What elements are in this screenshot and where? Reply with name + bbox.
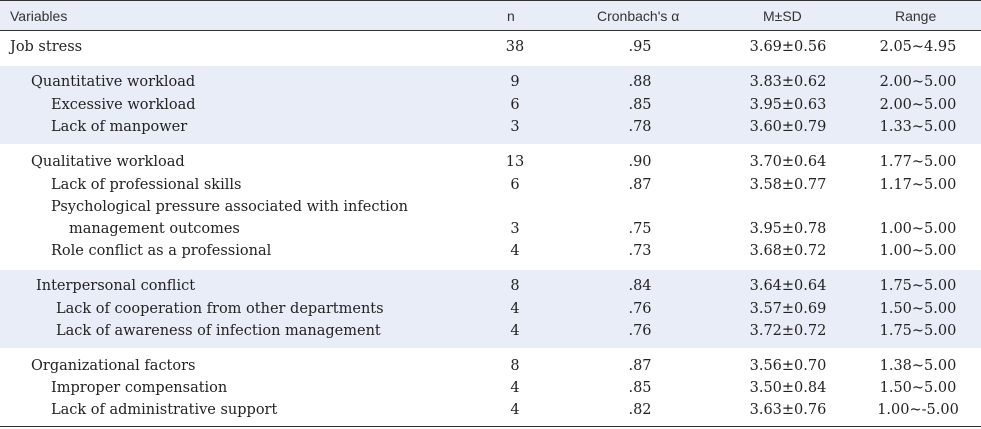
row-n: 4 <box>510 323 520 339</box>
row-msd: 3.83±0.62 <box>749 74 827 90</box>
row-label: Quantitative workload <box>31 74 196 90</box>
table-row: Improper compensation 4 .85 3.50±0.84 1.… <box>0 378 981 400</box>
row-n: 4 <box>510 243 520 259</box>
row-label: Interpersonal conflict <box>36 278 196 294</box>
row-alpha: .78 <box>628 119 652 135</box>
row-msd: 3.63±0.76 <box>749 402 827 418</box>
row-range: 1.75~5.00 <box>879 278 957 294</box>
row-msd: 3.68±0.72 <box>749 243 827 259</box>
row-label: Lack of awareness of infection managemen… <box>56 323 381 339</box>
row-alpha: .90 <box>628 154 652 170</box>
row-range: 2.00~5.00 <box>879 97 957 113</box>
table-row: management outcomes 3 .75 3.95±0.78 1.00… <box>0 219 981 241</box>
row-label: Role conflict as a professional <box>51 243 272 259</box>
row-label: Job stress <box>10 39 83 55</box>
row-msd: 3.72±0.72 <box>749 323 827 339</box>
row-n: 8 <box>510 358 520 374</box>
row-label: Lack of manpower <box>51 119 188 135</box>
row-label: Lack of professional skills <box>51 177 242 193</box>
row-n: 4 <box>510 402 520 418</box>
row-label: Lack of cooperation from other departmen… <box>56 301 384 317</box>
row-label: Qualitative workload <box>31 154 185 170</box>
row-n: 9 <box>510 74 520 90</box>
row-range: 2.00~5.00 <box>879 74 957 90</box>
row-msd: 3.70±0.64 <box>749 154 827 170</box>
row-range: 1.00~-5.00 <box>877 402 959 418</box>
table-row: Qualitative workload 13 .90 3.70±0.64 1.… <box>0 152 981 174</box>
row-alpha: .95 <box>628 39 652 55</box>
row-n: 4 <box>510 380 520 396</box>
table-row: Lack of cooperation from other departmen… <box>0 299 981 321</box>
row-msd: 3.64±0.64 <box>749 278 827 294</box>
row-label: Improper compensation <box>51 380 228 396</box>
row-range: 1.50~5.00 <box>879 380 957 396</box>
row-range: 2.05~4.95 <box>879 39 957 55</box>
header-range: Range <box>895 8 937 24</box>
row-n: 4 <box>510 301 520 317</box>
row-msd: 3.56±0.70 <box>749 358 827 374</box>
row-alpha: .85 <box>628 380 652 396</box>
table-row: Quantitative workload 9 .88 3.83±0.62 2.… <box>0 72 981 94</box>
table-row: Lack of manpower 3 .78 3.60±0.79 1.33~5.… <box>0 117 981 139</box>
row-label: management outcomes <box>69 221 240 237</box>
row-n: 6 <box>510 177 520 193</box>
table-row: Organizational factors 8 .87 3.56±0.70 1… <box>0 356 981 378</box>
row-label: Organizational factors <box>31 358 196 374</box>
row-alpha: .75 <box>628 221 652 237</box>
group-band-interpersonal <box>0 270 981 348</box>
header-variables: Variables <box>10 8 68 24</box>
row-n: 3 <box>510 119 520 135</box>
group-band-quantitative <box>0 66 981 144</box>
row-label: Psychological pressure associated with i… <box>51 199 408 215</box>
row-alpha: .87 <box>628 358 652 374</box>
row-n: 38 <box>505 39 525 55</box>
table-row: Psychological pressure associated with i… <box>0 197 981 219</box>
row-alpha: .73 <box>628 243 652 259</box>
table-bottom-rule <box>0 426 981 427</box>
header-msd: M±SD <box>763 8 802 24</box>
row-alpha: .82 <box>628 402 652 418</box>
row-msd: 3.69±0.56 <box>749 39 827 55</box>
row-alpha: .85 <box>628 97 652 113</box>
row-msd: 3.57±0.69 <box>749 301 827 317</box>
row-range: 1.77~5.00 <box>879 154 957 170</box>
row-n: 6 <box>510 97 520 113</box>
row-range: 1.38~5.00 <box>879 358 957 374</box>
row-alpha: .84 <box>628 278 652 294</box>
table-row: Excessive workload 6 .85 3.95±0.63 2.00~… <box>0 95 981 117</box>
header-n: n <box>507 8 515 24</box>
row-range: 1.17~5.00 <box>879 177 957 193</box>
table-row: Lack of professional skills 6 .87 3.58±0… <box>0 175 981 197</box>
row-msd: 3.95±0.63 <box>749 97 827 113</box>
table-row: Role conflict as a professional 4 .73 3.… <box>0 241 981 263</box>
row-label: Lack of administrative support <box>51 402 278 418</box>
row-alpha: .76 <box>628 301 652 317</box>
header-alpha: Cronbach's α <box>597 8 680 24</box>
row-range: 1.75~5.00 <box>879 323 957 339</box>
row-label: Excessive workload <box>51 97 196 113</box>
table-row: Interpersonal conflict 8 .84 3.64±0.64 1… <box>0 276 981 298</box>
row-n: 3 <box>510 221 520 237</box>
table-row: Lack of awareness of infection managemen… <box>0 321 981 343</box>
row-n: 13 <box>505 154 525 170</box>
row-alpha: .88 <box>628 74 652 90</box>
row-range: 1.00~5.00 <box>879 221 957 237</box>
row-range: 1.33~5.00 <box>879 119 957 135</box>
row-range: 1.00~5.00 <box>879 243 957 259</box>
row-msd: 3.95±0.78 <box>749 221 827 237</box>
row-alpha: .76 <box>628 323 652 339</box>
row-alpha: .87 <box>628 177 652 193</box>
table-row: Job stress 38 .95 3.69±0.56 2.05~4.95 <box>0 37 981 59</box>
row-n: 8 <box>510 278 520 294</box>
table-header: Variables n Cronbach's α M±SD Range <box>0 0 981 31</box>
table-row: Lack of administrative support 4 .82 3.6… <box>0 400 981 422</box>
row-msd: 3.58±0.77 <box>749 177 827 193</box>
row-msd: 3.50±0.84 <box>749 380 827 396</box>
row-range: 1.50~5.00 <box>879 301 957 317</box>
row-msd: 3.60±0.79 <box>749 119 827 135</box>
